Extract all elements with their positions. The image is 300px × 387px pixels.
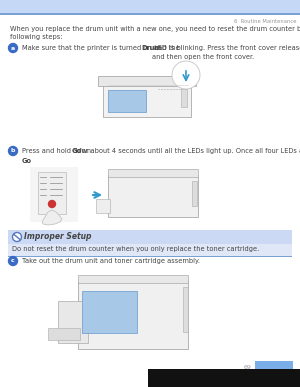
Text: Do not reset the drum counter when you only replace the toner cartridge.: Do not reset the drum counter when you o… [12, 246, 259, 252]
Text: When you replace the drum unit with a new one, you need to reset the drum counte: When you replace the drum unit with a ne… [10, 26, 300, 41]
Bar [78, 281, 188, 349]
Bar [8, 256, 292, 257]
Text: Go: Go [72, 148, 82, 154]
Text: Drum: Drum [142, 45, 162, 51]
Bar [108, 175, 198, 217]
Bar [8, 244, 292, 256]
Bar [255, 361, 293, 369]
Circle shape [8, 147, 17, 156]
Text: 6  Routine Maintenance: 6 Routine Maintenance [233, 19, 296, 24]
Bar [148, 369, 300, 387]
Bar [183, 287, 188, 332]
Text: .: . [27, 158, 29, 164]
Bar [108, 169, 198, 177]
Text: LED is blinking. Press the front cover release button
and then open the front co: LED is blinking. Press the front cover r… [152, 45, 300, 60]
Bar [108, 90, 146, 112]
Bar [192, 181, 197, 206]
Circle shape [8, 257, 17, 265]
Bar [48, 328, 80, 340]
Bar [103, 82, 191, 117]
Bar [78, 275, 188, 283]
Text: 69: 69 [244, 365, 252, 370]
Bar [96, 199, 110, 213]
Bar [58, 301, 88, 343]
Bar [8, 230, 292, 244]
Polygon shape [42, 210, 62, 225]
Bar [181, 87, 187, 107]
Circle shape [13, 233, 22, 241]
Bar [38, 172, 66, 214]
Text: for about 4 seconds until all the LEDs light up. Once all four LEDs are lit, rel: for about 4 seconds until all the LEDs l… [77, 148, 300, 163]
Text: Press and hold down: Press and hold down [22, 148, 93, 154]
Bar [98, 76, 196, 86]
Circle shape [49, 200, 56, 207]
Text: Improper Setup: Improper Setup [24, 232, 92, 241]
Text: c: c [11, 259, 15, 264]
Bar [82, 291, 137, 333]
Text: Go: Go [22, 158, 32, 164]
Text: Take out the drum unit and toner cartridge assembly.: Take out the drum unit and toner cartrid… [22, 258, 200, 264]
Text: Make sure that the printer is turned on and the: Make sure that the printer is turned on … [22, 45, 182, 51]
Bar [30, 167, 78, 222]
Circle shape [172, 61, 200, 89]
Text: a: a [11, 46, 15, 50]
Circle shape [8, 43, 17, 53]
Bar [0, 0, 300, 13]
Bar [0, 13, 300, 14]
Text: b: b [11, 149, 15, 154]
